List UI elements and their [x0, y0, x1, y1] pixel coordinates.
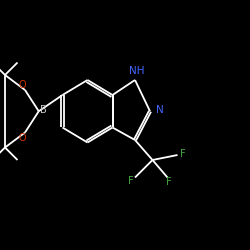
Text: N: N: [156, 105, 164, 115]
Text: F: F: [180, 149, 186, 159]
Text: NH: NH: [128, 66, 144, 76]
Text: F: F: [166, 177, 172, 187]
Text: F: F: [128, 176, 134, 186]
Text: O: O: [19, 133, 26, 143]
Text: B: B: [40, 105, 46, 115]
Text: O: O: [19, 80, 26, 90]
